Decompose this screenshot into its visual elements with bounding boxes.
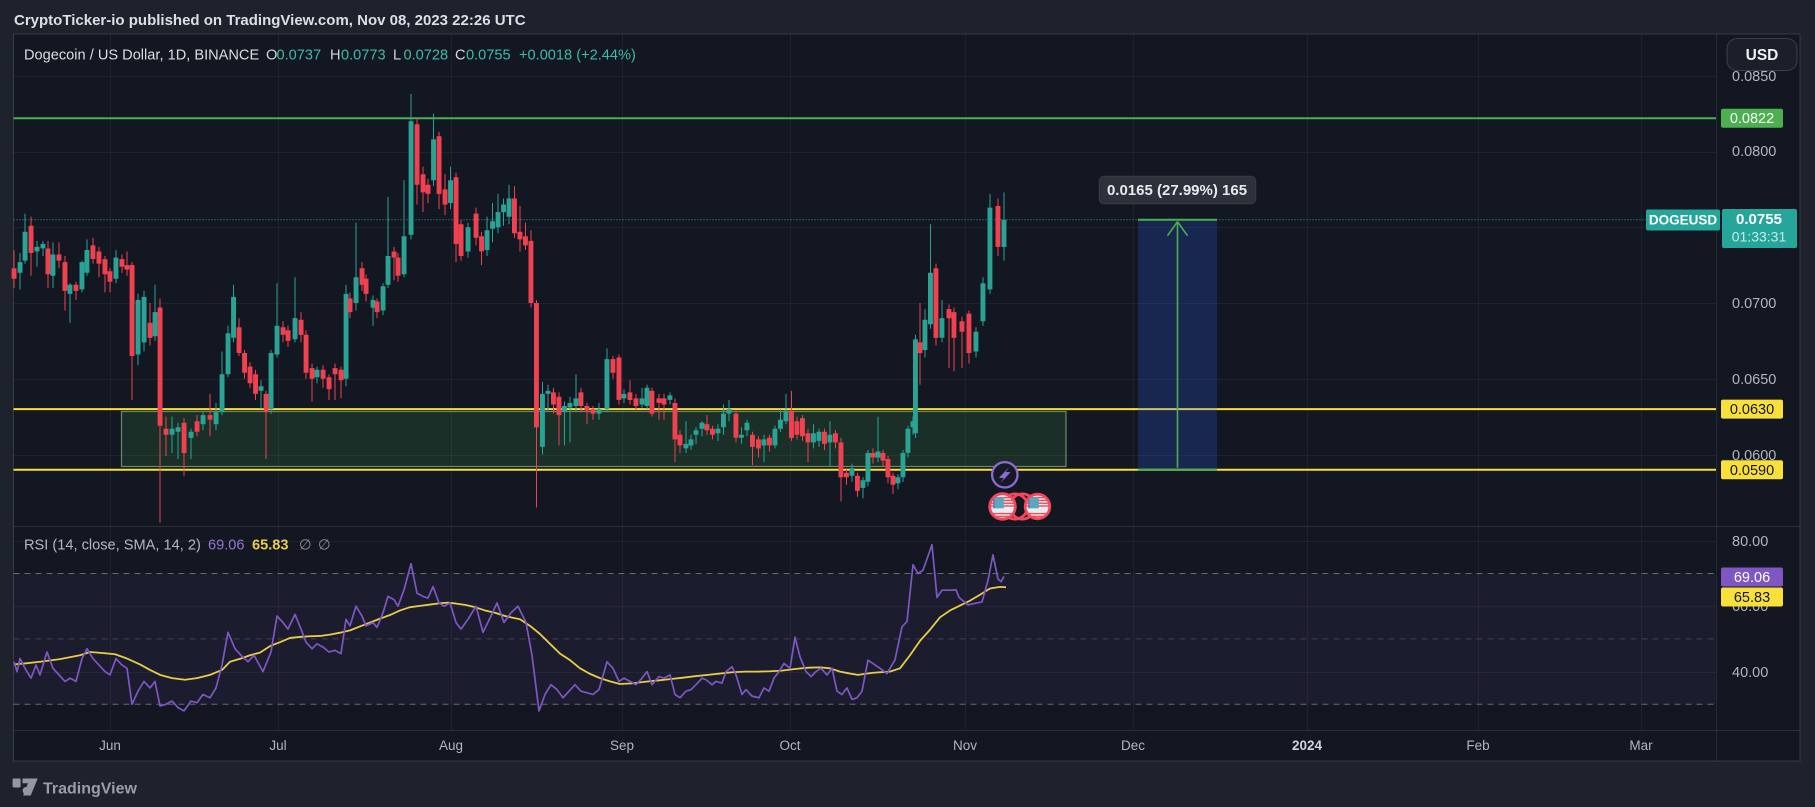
svg-text:40.00: 40.00 [1732,665,1768,681]
svg-text:Dec: Dec [1121,738,1145,753]
svg-text:TradingView: TradingView [43,781,138,798]
svg-text:O: O [266,48,277,64]
svg-text:65.83: 65.83 [1734,590,1770,606]
svg-text:01:33:31: 01:33:31 [1732,229,1787,245]
svg-text:0.0850: 0.0850 [1732,69,1776,85]
svg-text:0.0728: 0.0728 [404,48,449,64]
svg-text:0.0773: 0.0773 [341,48,386,64]
svg-text:69.06: 69.06 [1734,570,1770,586]
svg-text:0.0700: 0.0700 [1732,296,1776,312]
svg-text:H: H [330,48,341,64]
svg-text:0.0822: 0.0822 [1730,111,1774,127]
svg-text:USD: USD [1746,47,1779,64]
svg-text:Mar: Mar [1629,738,1653,753]
svg-text:Sep: Sep [610,738,634,753]
svg-text:0.0755: 0.0755 [466,48,511,64]
svg-text:0.0630: 0.0630 [1730,402,1774,418]
svg-text:0.0737: 0.0737 [277,48,322,64]
svg-text:Feb: Feb [1466,738,1489,753]
svg-text:65.83: 65.83 [252,538,289,554]
svg-text:CryptoTicker-io published on T: CryptoTicker-io published on TradingView… [14,12,526,29]
svg-text:C: C [455,48,466,64]
svg-text:0.0755: 0.0755 [1736,211,1782,228]
svg-text:RSI (14, close, SMA, 14, 2): RSI (14, close, SMA, 14, 2) [24,538,201,554]
svg-text:0.0590: 0.0590 [1730,463,1774,479]
svg-text:Jun: Jun [99,738,121,753]
svg-text:0.0650: 0.0650 [1732,372,1776,388]
svg-text:DOGEUSD: DOGEUSD [1649,213,1718,228]
svg-text:Jul: Jul [269,738,286,753]
svg-text:∅: ∅ [299,538,312,554]
svg-text:0.0165 (27.99%) 165: 0.0165 (27.99%) 165 [1107,182,1247,199]
svg-text:0.0800: 0.0800 [1732,144,1776,160]
svg-text:∅: ∅ [318,538,331,554]
svg-text:+0.0018 (+2.44%): +0.0018 (+2.44%) [519,48,636,64]
svg-text:Nov: Nov [953,738,977,753]
svg-text:2024: 2024 [1292,738,1323,753]
svg-text:Dogecoin / US Dollar, 1D, BINA: Dogecoin / US Dollar, 1D, BINANCE [24,48,259,64]
svg-text:80.00: 80.00 [1732,534,1768,550]
svg-text:69.06: 69.06 [208,538,245,554]
svg-text:L: L [393,48,401,64]
svg-text:Oct: Oct [779,738,800,753]
svg-text:Aug: Aug [439,738,463,753]
svg-text:0.0600: 0.0600 [1732,448,1776,464]
